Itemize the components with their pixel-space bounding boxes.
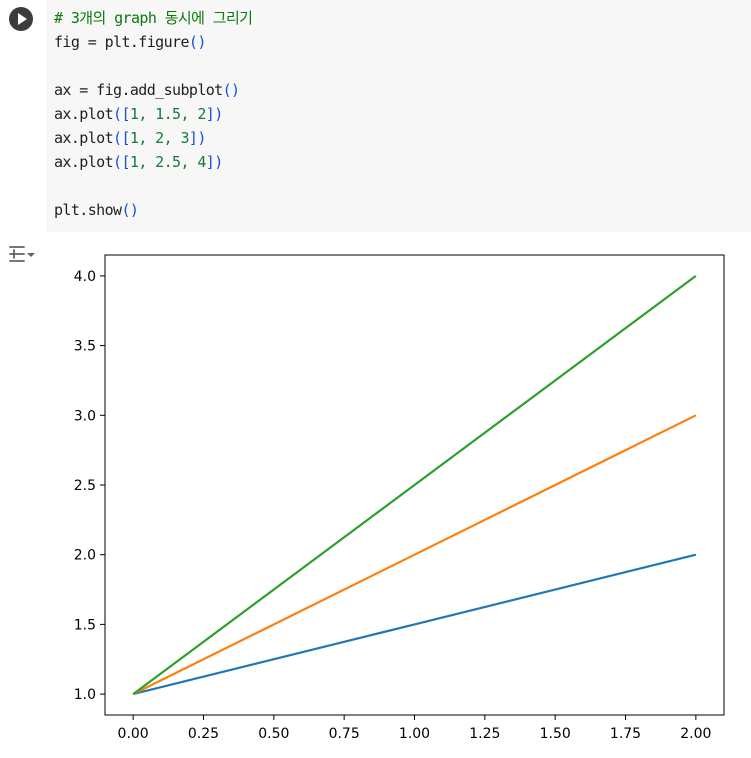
x-tick-label: 2.00 xyxy=(680,726,711,742)
output-settings-icon[interactable] xyxy=(9,244,35,266)
y-tick-label: 1.0 xyxy=(74,687,96,703)
x-tick-label: 1.25 xyxy=(469,726,500,742)
code-line xyxy=(54,54,252,78)
code-token: ax.plot xyxy=(54,129,114,147)
code-line: ax.plot([1, 1.5, 2]) xyxy=(54,102,252,126)
plot-output: 0.00 0.25 0.50 0.75 1.00 1.25 1.50 1.75 2.00 1.0 1… xyxy=(46,232,751,754)
code-token: 1, 1.5, 2 xyxy=(129,105,206,123)
x-tick-label: 1.50 xyxy=(540,726,571,742)
output-gutter xyxy=(0,232,46,754)
code-line: ax = fig.add_subplot() xyxy=(54,78,252,102)
code-line: ax.plot([1, 2.5, 4]) xyxy=(54,150,252,174)
code-token: ]) xyxy=(188,129,206,147)
code-line: ax.plot([1, 2, 3]) xyxy=(54,126,252,150)
code-token: fig = plt.figure xyxy=(54,33,190,51)
code-token: ]) xyxy=(205,153,223,171)
code-token: ax = fig.add_subplot xyxy=(54,81,223,99)
series-line-3 xyxy=(132,275,697,695)
code-editor[interactable]: # 3개의 graph 동시에 그리기 fig = plt.figure() ax … xyxy=(46,0,751,232)
y-tick-label: 4.0 xyxy=(74,269,96,285)
code-token: ]) xyxy=(205,105,223,123)
x-tick-label: 0.25 xyxy=(188,726,219,742)
code-token: plt.show xyxy=(54,201,122,219)
series-line-2 xyxy=(132,414,697,696)
code-token: ax.plot xyxy=(54,153,114,171)
code-token: 1, 2, 3 xyxy=(129,129,190,147)
code-token: # 3개의 graph 동시에 그리기 xyxy=(54,9,253,27)
code-line xyxy=(54,174,252,198)
y-tick-label: 2.5 xyxy=(74,478,96,494)
code-cell[interactable]: # 3개의 graph 동시에 그리기 fig = plt.figure() ax … xyxy=(0,0,751,232)
code-token: ax.plot xyxy=(54,105,114,123)
x-tick-label: 0.00 xyxy=(118,726,149,742)
x-tick-label: 1.00 xyxy=(399,726,430,742)
cell-gutter xyxy=(0,0,46,232)
y-tick-label: 1.5 xyxy=(74,617,96,633)
line-chart: 0.00 0.25 0.50 0.75 1.00 1.25 1.50 1.75 2.00 1.0 1… xyxy=(74,254,725,742)
code-text[interactable]: # 3개의 graph 동시에 그리기 fig = plt.figure() ax … xyxy=(54,6,253,222)
code-token: ([ xyxy=(113,129,130,147)
series-line-1 xyxy=(132,553,697,696)
code-token: () xyxy=(188,33,206,51)
code-token: () xyxy=(121,201,139,219)
code-line: fig = plt.figure() xyxy=(54,30,252,54)
x-tick-label: 1.75 xyxy=(610,726,641,742)
code-token: ([ xyxy=(113,105,130,123)
code-token: 1, 2.5, 4 xyxy=(129,153,206,171)
code-line: plt.show() xyxy=(54,198,252,222)
code-token: ([ xyxy=(113,153,130,171)
code-token: () xyxy=(222,81,240,99)
y-tick-label: 3.0 xyxy=(74,408,96,424)
y-tick-label: 3.5 xyxy=(74,339,96,355)
y-tick-label: 2.0 xyxy=(74,548,96,564)
x-tick-label: 0.50 xyxy=(258,726,289,742)
x-tick-label: 0.75 xyxy=(329,726,360,742)
code-line: # 3개의 graph 동시에 그리기 xyxy=(54,6,253,30)
play-circle-icon[interactable] xyxy=(9,7,33,31)
